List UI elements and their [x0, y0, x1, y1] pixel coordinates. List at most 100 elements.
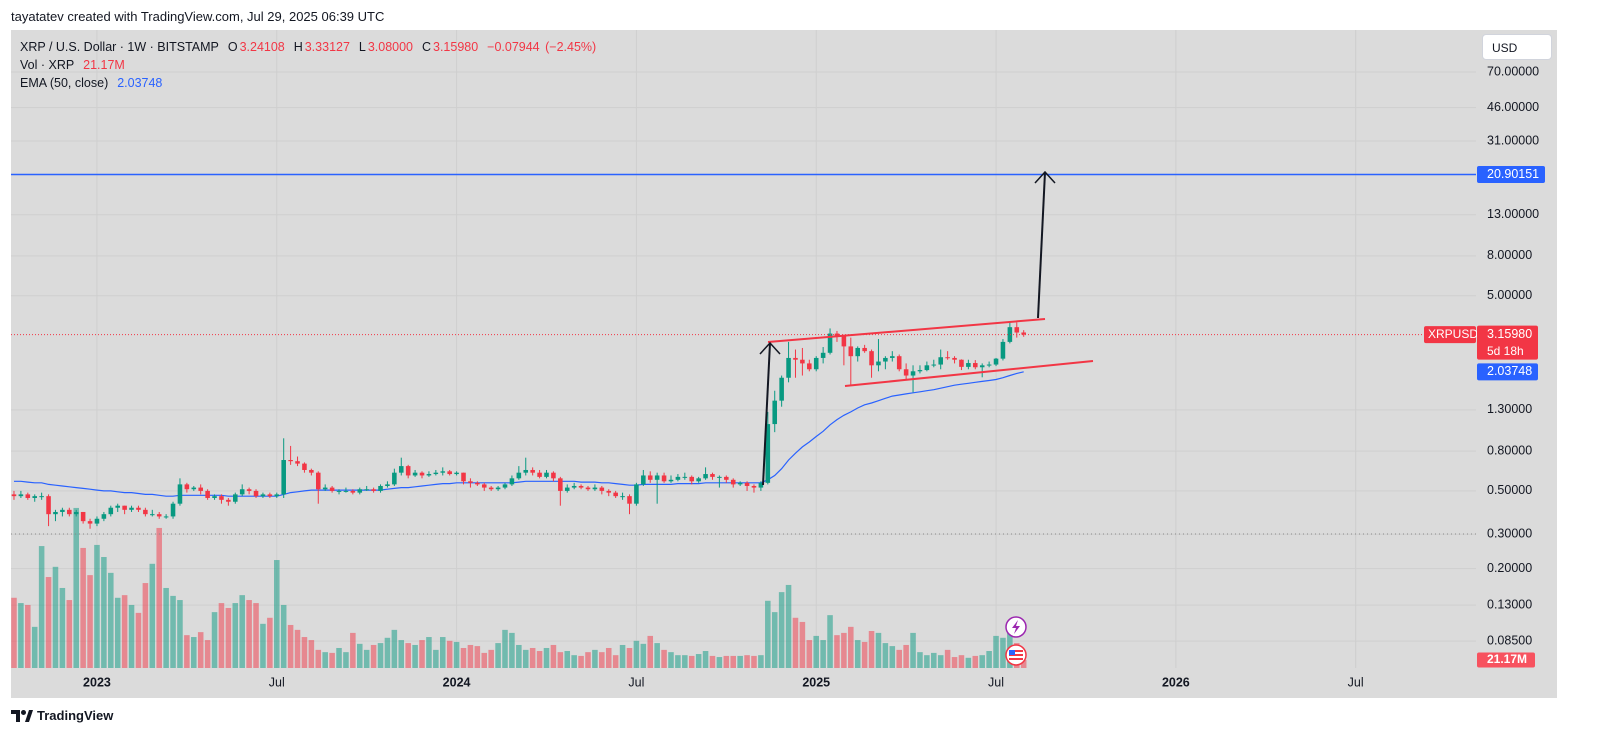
candle-body — [329, 487, 335, 491]
volume-bar — [993, 635, 999, 668]
candle-body — [87, 521, 93, 524]
ema-price-label: 2.03748 — [1487, 364, 1532, 378]
volume-bar — [820, 640, 826, 668]
candle-body — [820, 352, 826, 358]
ohlc-letter: C — [421, 40, 431, 54]
flag — [1009, 650, 1023, 660]
candle-body — [641, 475, 646, 485]
candle-body — [115, 505, 120, 508]
volume-bar — [536, 651, 543, 668]
volume-bar — [322, 652, 328, 668]
volume-bar — [875, 632, 882, 668]
volume-bar — [412, 644, 418, 668]
y-tick-label: 5.00000 — [1487, 288, 1532, 302]
candle-body — [371, 489, 376, 491]
volume-bar — [274, 560, 280, 668]
candle-body — [578, 485, 584, 488]
volume-bar — [550, 644, 557, 668]
volume-bar — [31, 626, 38, 668]
volume-bar — [460, 647, 467, 668]
ema-line — [14, 371, 1024, 497]
volume-bar — [599, 652, 605, 668]
volume-bar — [675, 655, 681, 668]
volume-bar — [287, 624, 294, 668]
axis-labels: 70.00000 46.00000 31.00000 13.00000 8.00000 5… — [83, 64, 1545, 689]
volume-bar — [709, 655, 716, 668]
candle-body — [924, 365, 930, 371]
candle-body — [675, 476, 681, 480]
volume-bar — [52, 566, 59, 668]
candle-body — [253, 490, 259, 497]
candle-body — [571, 485, 577, 488]
volume-bar — [765, 600, 771, 668]
volume-bar — [654, 643, 660, 668]
legend: XRP / U.S. Dollar · 1W · BITSTAMP O 3.241… — [20, 38, 598, 92]
volume-bar — [94, 544, 100, 668]
volume-bar — [979, 655, 985, 668]
candle-body — [564, 487, 570, 491]
volume-bar — [405, 643, 411, 668]
volume-bar — [11, 597, 17, 668]
volume-bar — [170, 595, 176, 668]
volume-bar — [225, 607, 232, 668]
candle-body — [661, 475, 667, 482]
volume-bar — [114, 597, 121, 668]
candle-body — [260, 494, 266, 497]
volume-bar — [626, 647, 633, 668]
candle-body — [779, 377, 784, 401]
candle-body — [606, 490, 612, 493]
volume-bar — [668, 652, 674, 668]
candle-body — [765, 424, 771, 483]
volume-bar — [45, 577, 52, 668]
y-tick-label: 0.30000 — [1487, 527, 1532, 541]
volume-bar — [682, 655, 688, 668]
volume-bar — [516, 644, 522, 668]
volume-bar — [128, 604, 135, 668]
volume-value: 21.17M — [83, 58, 125, 72]
volume-bar — [398, 640, 405, 668]
x-tick-label: 2025 — [802, 675, 830, 689]
channel-lower — [844, 360, 1094, 387]
candle-body — [869, 351, 874, 366]
candle-body — [219, 496, 224, 500]
volume-bar — [73, 507, 79, 668]
candle-body — [724, 476, 729, 480]
candle-body — [544, 472, 549, 477]
y-tick-label: 70.00000 — [1487, 64, 1539, 78]
volume-bar — [813, 635, 819, 668]
volume-bar — [730, 655, 736, 668]
legend-row: XRP / U.S. Dollar · 1W · BITSTAMP O 3.241… — [20, 38, 598, 56]
volume-bar — [301, 637, 308, 668]
volume-bar — [446, 640, 453, 668]
candle-body — [101, 514, 107, 519]
volume-bar — [294, 629, 301, 668]
volume-bar — [433, 649, 439, 668]
candle-body — [613, 492, 618, 497]
candle-body — [890, 356, 895, 358]
candle-body — [461, 472, 466, 482]
event-icon-bolt — [1012, 620, 1020, 634]
volume-bar — [889, 646, 896, 668]
volume-bar — [592, 649, 598, 668]
candle-body — [966, 363, 971, 367]
last-price-box — [1477, 325, 1538, 360]
volume-bar — [543, 647, 550, 668]
y-tick-label: 0.80000 — [1487, 443, 1532, 457]
volume-bar — [426, 637, 432, 668]
level-price-label: 20.90151 — [1487, 167, 1539, 181]
candle-body — [481, 484, 487, 488]
candle-body — [537, 472, 542, 477]
candle-body — [585, 487, 591, 490]
candle-body — [744, 482, 750, 486]
flag-canton — [1009, 650, 1015, 655]
candle-body — [807, 363, 812, 370]
pole-arrow-head — [759, 341, 781, 355]
candle-body — [233, 494, 238, 502]
candle-body — [46, 496, 51, 515]
volume-bar — [384, 637, 391, 668]
change-value: −0.07944 — [487, 40, 540, 54]
currency-button[interactable]: USD — [1482, 34, 1552, 60]
y-tick-label: 13.00000 — [1487, 207, 1539, 221]
candle-body — [53, 511, 58, 515]
volume-bar — [66, 600, 73, 668]
